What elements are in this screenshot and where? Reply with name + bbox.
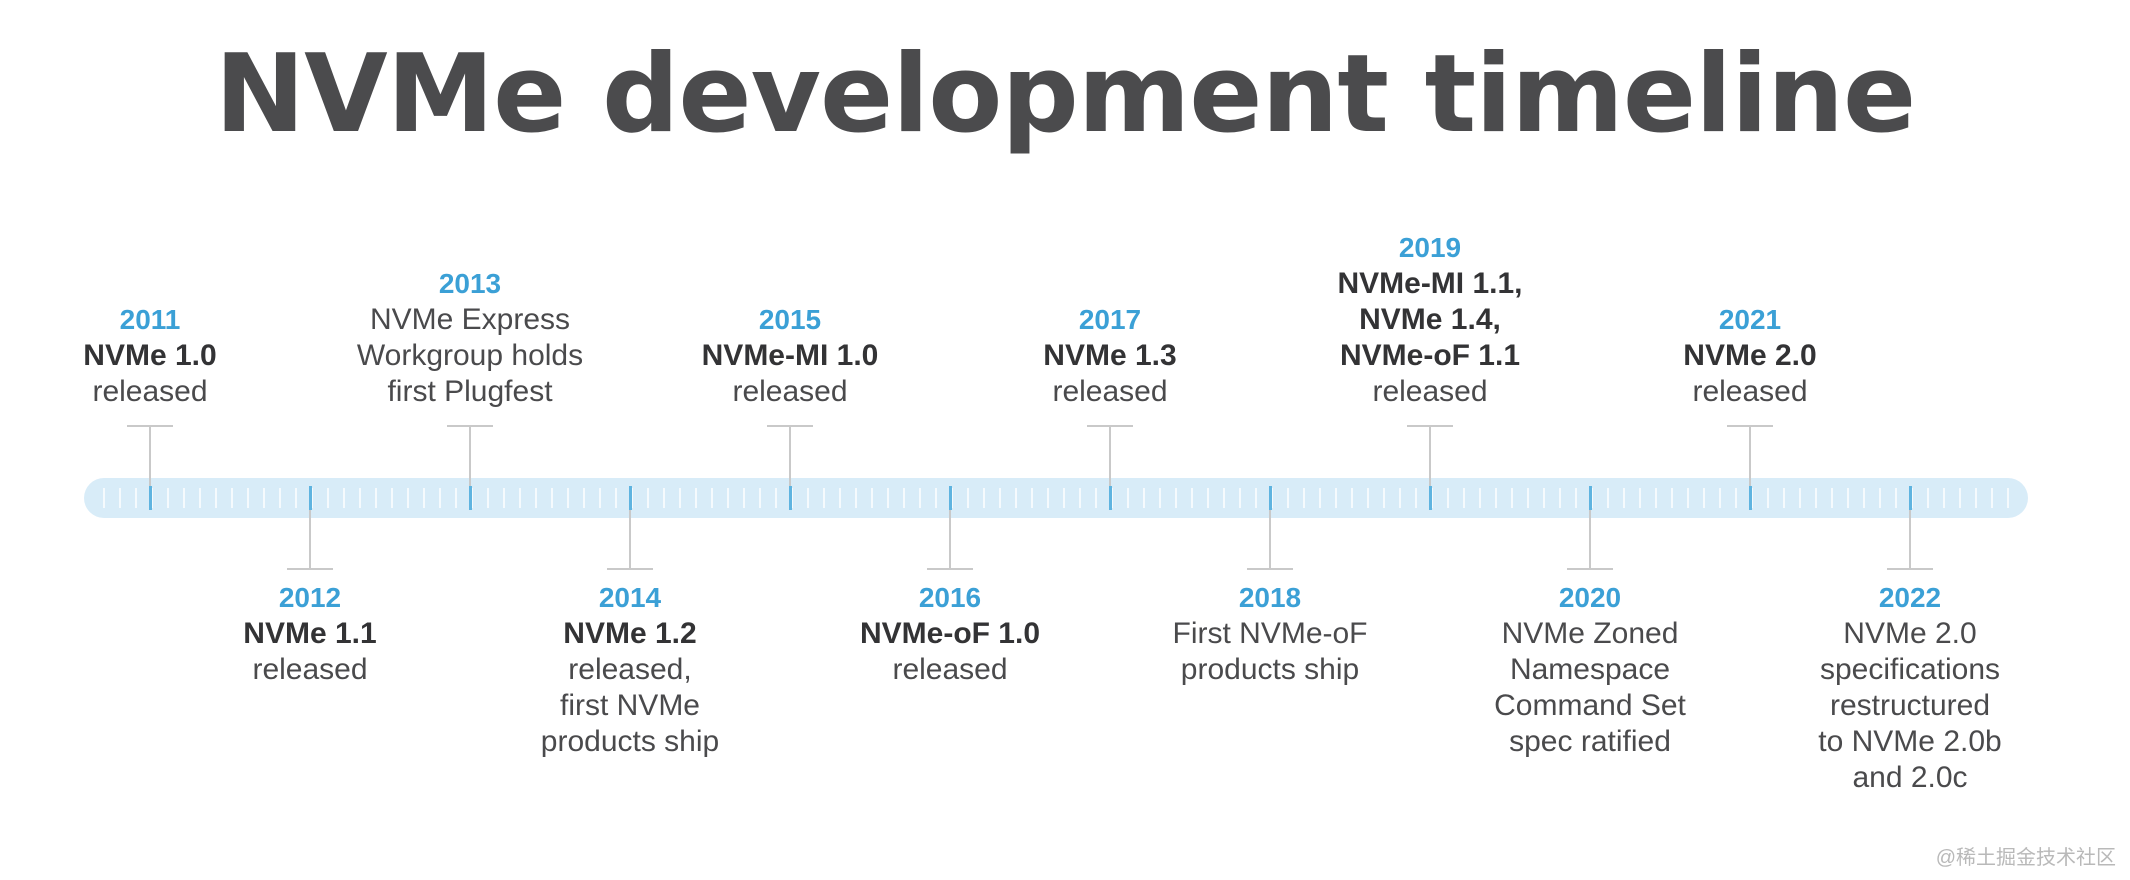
page-title: NVMe development timeline [214, 32, 1917, 157]
event-description: released [1692, 375, 1808, 408]
event-year: 2017 [1078, 304, 1142, 335]
event-description: specifications [1819, 653, 2001, 686]
event-description: spec ratified [1509, 725, 1671, 758]
event-year: 2014 [598, 582, 662, 613]
event-description: restructured [1829, 689, 1991, 722]
event-connector-cap [1567, 568, 1613, 570]
timeline-event-2012: 2012 NVMe 1.1 released [160, 580, 460, 688]
event-connector-cap [1407, 425, 1453, 427]
event-headline: NVMe 2.0 [1683, 339, 1817, 372]
event-description: released, [568, 653, 692, 686]
event-marker [948, 486, 952, 510]
event-description: NVMe Zoned [1501, 617, 1679, 650]
event-connector-cap [1087, 425, 1133, 427]
event-description: released [252, 653, 368, 686]
event-description: released [892, 653, 1008, 686]
event-marker [308, 486, 312, 510]
event-connector-cap [287, 568, 333, 570]
event-marker [1428, 486, 1432, 510]
event-connector [1589, 498, 1591, 568]
event-description: to NVMe 2.0b [1818, 725, 2002, 758]
event-connector [149, 425, 151, 498]
event-connector [1429, 425, 1431, 498]
event-connector-cap [1727, 425, 1773, 427]
event-description: first NVMe [559, 689, 700, 722]
event-headline: NVMe 1.0 [83, 339, 217, 372]
event-year: 2021 [1718, 304, 1782, 335]
event-description: released [1052, 375, 1168, 408]
timeline-event-2022: 2022 NVMe 2.0 specifications restructured to… [1760, 580, 2060, 796]
event-connector-cap [927, 568, 973, 570]
event-year: 2019 [1398, 232, 1462, 263]
event-description: Workgroup holds [356, 339, 584, 372]
event-year: 2011 [119, 304, 181, 335]
timeline-event-2013: 2013 NVMe Express Workgroup holds first Plu… [320, 266, 620, 410]
event-year: 2013 [438, 268, 502, 299]
event-connector-cap [447, 425, 493, 427]
event-connector [309, 498, 311, 568]
event-marker [1908, 486, 1912, 510]
event-connector [1909, 498, 1911, 568]
event-year: 2016 [918, 582, 982, 613]
event-headline: NVMe 1.3 [1043, 339, 1177, 372]
event-connector [1269, 498, 1271, 568]
timeline-event-2020: 2020 NVMe Zoned Namespace Command Set spec r… [1440, 580, 1740, 760]
event-marker [1268, 486, 1272, 510]
event-description: Command Set [1494, 689, 1686, 722]
timeline-event-2011: 2011 NVMe 1.0 released [0, 302, 300, 410]
event-connector [789, 425, 791, 498]
watermark: @稀土掘金技术社区 [1935, 847, 2116, 869]
event-marker [148, 486, 152, 510]
event-year: 2018 [1238, 582, 1302, 613]
timeline-event-2018: 2018 First NVMe-oF products ship [1120, 580, 1420, 688]
event-connector-cap [767, 425, 813, 427]
timeline-event-2014: 2014 NVMe 1.2 released, first NVMe products … [480, 580, 780, 760]
event-connector [469, 425, 471, 498]
event-connector-cap [1247, 568, 1293, 570]
event-marker [1588, 486, 1592, 510]
event-marker [1108, 486, 1112, 510]
event-connector-cap [1887, 568, 1933, 570]
timeline-event-2016: 2016 NVMe-oF 1.0 released [800, 580, 1100, 688]
timeline-event-2019: 2019 NVMe-MI 1.1, NVMe 1.4, NVMe-oF 1.1 rele… [1280, 230, 1580, 410]
event-connector [1749, 425, 1751, 498]
event-year: 2015 [758, 304, 822, 335]
event-description: first Plugfest [387, 375, 553, 408]
timeline-event-2017: 2017 NVMe 1.3 released [960, 302, 1260, 410]
event-connector [629, 498, 631, 568]
event-description: First NVMe-oF [1172, 617, 1368, 650]
event-headline: NVMe-MI 1.0 [701, 339, 879, 372]
event-description: and 2.0c [1852, 761, 1968, 794]
event-marker [468, 486, 472, 510]
event-description: Namespace [1509, 653, 1671, 686]
event-headline: NVMe 1.4, [1359, 303, 1501, 336]
event-description: released [732, 375, 848, 408]
event-headline: NVMe 1.1 [243, 617, 377, 650]
event-description: products ship [540, 725, 720, 758]
event-connector [949, 498, 951, 568]
event-headline: NVMe-oF 1.1 [1339, 339, 1521, 372]
event-year: 2020 [1558, 582, 1622, 613]
event-year: 2012 [278, 582, 342, 613]
event-marker [1748, 486, 1752, 510]
event-description: products ship [1180, 653, 1360, 686]
event-headline: NVMe-MI 1.1, [1337, 267, 1523, 300]
event-marker [628, 486, 632, 510]
event-headline: NVMe 1.2 [563, 617, 697, 650]
event-description: NVMe 2.0 [1843, 617, 1977, 650]
event-connector [1109, 425, 1111, 498]
event-description: NVMe Express [369, 303, 571, 336]
event-description: released [1372, 375, 1488, 408]
event-year: 2022 [1878, 582, 1942, 613]
timeline-event-2021: 2021 NVMe 2.0 released [1600, 302, 1900, 410]
event-description: released [92, 375, 208, 408]
timeline-event-2015: 2015 NVMe-MI 1.0 released [640, 302, 940, 410]
event-marker [788, 486, 792, 510]
event-headline: NVMe-oF 1.0 [859, 617, 1041, 650]
event-connector-cap [127, 425, 173, 427]
event-connector-cap [607, 568, 653, 570]
